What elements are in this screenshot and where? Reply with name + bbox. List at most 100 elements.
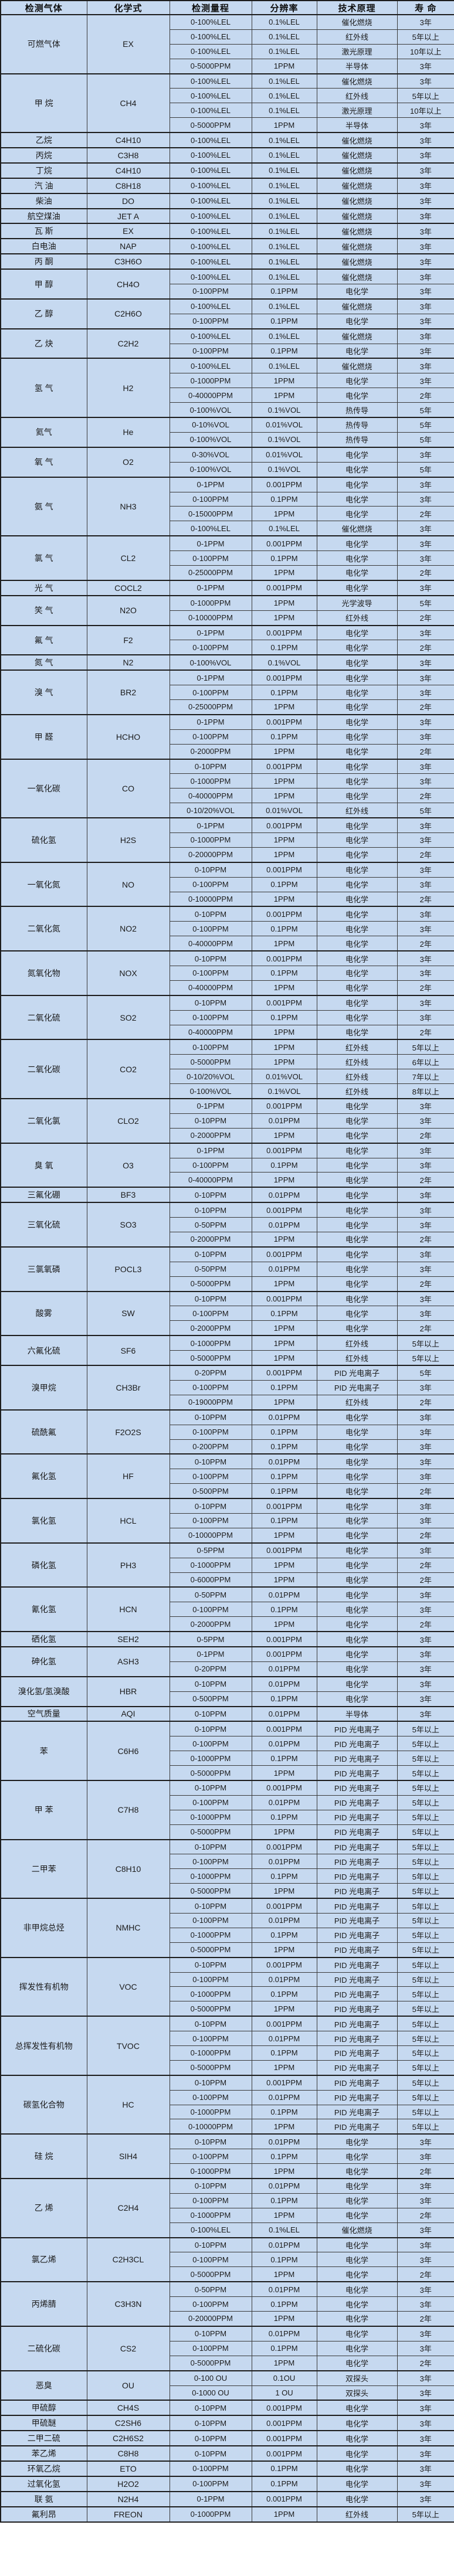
range-cell: 0-5PPM (169, 1542, 252, 1558)
resolution-cell: 0.01PPM (251, 1113, 317, 1129)
gas-name-cell: 氟利昂 (0, 2506, 87, 2523)
formula-cell: H2S (86, 817, 170, 863)
gas-name-cell: 恶臭 (0, 2370, 87, 2401)
table-row: 瓦 斯 EX 0-100%LEL 0.1%LEL 催化燃烧 3年 (0, 223, 454, 239)
range-cell: 0-1000PPM (169, 1927, 252, 1943)
table-row: 0-1000PPM 1PPM 电化学 3年 (1, 373, 454, 389)
principle-cell: 红外线 (316, 1054, 398, 1070)
range-cell: 0-100PPM (169, 966, 252, 981)
range-cell: 0-5000PPM (169, 2060, 252, 2076)
range-cell: 0-5000PPM (169, 1824, 252, 1840)
life-cell: 2年 (397, 699, 454, 715)
table-row: 0-100PPM 0.1PPM 电化学 3年 (1, 1513, 454, 1528)
life-cell: 5年以上 (397, 2001, 454, 2017)
formula-cell: EX (86, 14, 170, 74)
principle-cell: 催化燃烧 (316, 2222, 398, 2238)
life-cell: 5年以上 (397, 1942, 454, 1958)
table-row: 磷化氢 PH3 0-5PPM 0.001PPM 电化学 3年 (0, 1542, 454, 1588)
table-row: 0-5000PPM 1PPM 电化学 2年 (1, 2355, 454, 2371)
table-row: 氯 气 CL2 0-1PPM 0.001PPM 电化学 3年 (0, 535, 454, 581)
range-cell: 0-10%VOL (169, 417, 252, 433)
life-cell: 3年 (397, 876, 454, 892)
table-row: 白电油 NAP 0-100%LEL 0.1%LEL 催化燃烧 3年 (0, 238, 454, 254)
principle-cell: PID 光电离子 (316, 1809, 398, 1825)
table-row: 0-25000PPM 1PPM 电化学 2年 (1, 565, 454, 581)
range-cell: 0-50PPM (169, 1586, 252, 1603)
range-cell: 0-1PPM (169, 476, 252, 492)
life-cell: 2年 (397, 1557, 454, 1573)
resolution-cell: 0.1%LEL (251, 73, 317, 89)
principle-cell: PID 光电离子 (316, 1956, 398, 1973)
range-cell: 0-10PPM (169, 1409, 252, 1425)
formula-cell: C3H8 (86, 147, 170, 164)
table-row: 溴 气 BR2 0-1PPM 0.001PPM 电化学 3年 (0, 670, 454, 715)
life-cell: 3年 (397, 654, 454, 671)
gas-name-cell: 丁烷 (0, 162, 87, 179)
formula-cell: COCL2 (86, 579, 170, 596)
table-row: 0-50PPM 0.01PPM 电化学 3年 (1, 1261, 454, 1277)
principle-cell: 催化燃烧 (316, 238, 398, 254)
formula-cell: FREON (86, 2506, 170, 2523)
principle-cell: 电化学 (316, 535, 398, 552)
table-row: 0-5000PPM 1PPM 半导体 3年 (1, 58, 454, 74)
resolution-cell: 1PPM (251, 1054, 317, 1070)
range-cell: 0-100PPM (169, 2475, 252, 2492)
principle-cell: 电化学 (316, 966, 398, 981)
formula-cell: CH3Br (86, 1365, 170, 1411)
life-cell: 3年 (397, 2400, 454, 2416)
range-cell: 0-100%VOL (169, 1083, 252, 1099)
life-cell: 5年以上 (397, 2016, 454, 2032)
gas-name-cell: 磷化氢 (0, 1542, 87, 1588)
range-cell: 0-1000PPM (169, 1557, 252, 1573)
life-cell: 3年 (397, 1646, 454, 1662)
resolution-cell: 1PPM (251, 1557, 317, 1573)
gas-name-cell: 氰化氢 (0, 1586, 87, 1632)
formula-cell: SF6 (86, 1335, 170, 1366)
resolution-cell: 1PPM (251, 891, 317, 907)
resolution-cell: 0.1%LEL (251, 208, 317, 224)
principle-cell: 电化学 (316, 2430, 398, 2446)
principle-cell: 电化学 (316, 1290, 398, 1307)
table-row: 0-1000PPM 0.1PPM PID 光电离子 5年以上 (1, 2104, 454, 2120)
principle-cell: PID 光电离子 (316, 1721, 398, 1737)
resolution-cell: 1PPM (251, 2163, 317, 2179)
range-cell: 0-5000PPM (169, 1350, 252, 1366)
life-cell: 3年 (397, 1306, 454, 1321)
range-cell: 0-25000PPM (169, 699, 252, 715)
table-row: 甲 苯 C7H8 0-10PPM 0.001PPM PID 光电离子 5年以上 (0, 1779, 454, 1840)
principle-cell: 催化燃烧 (316, 253, 398, 270)
gas-name-cell: 硫酰氟 (0, 1409, 87, 1454)
table-row: 0-2000PPM 1PPM 电化学 2年 (1, 1127, 454, 1144)
table-row: 0-40000PPM 1PPM 电化学 2年 (1, 1172, 454, 1188)
life-cell: 6年以上 (397, 1054, 454, 1070)
range-cell: 0-10PPM (169, 2016, 252, 2032)
principle-cell: 催化燃烧 (316, 208, 398, 224)
formula-cell: TVOC (86, 2016, 170, 2076)
principle-cell: 催化燃烧 (316, 223, 398, 239)
principle-cell: PID 光电离子 (316, 1838, 398, 1855)
formula-cell: SEH2 (86, 1631, 170, 1647)
gas-name-cell: 丙烯腈 (0, 2281, 87, 2327)
resolution-cell: 1PPM (251, 1765, 317, 1781)
resolution-cell: 1PPM (251, 2355, 317, 2371)
resolution-cell: 0.01PPM (251, 1261, 317, 1277)
range-cell: 0-100PPM (169, 313, 252, 329)
range-cell: 0-100%LEL (169, 73, 252, 89)
table-row: 0-1000PPM 0.1PPM PID 光电离子 5年以上 (1, 1927, 454, 1943)
resolution-cell: 0.001PPM (251, 624, 317, 641)
principle-cell: 电化学 (316, 2490, 398, 2507)
principle-cell: 电化学 (316, 1113, 398, 1129)
principle-cell: PID 光电离子 (316, 2001, 398, 2017)
principle-cell: PID 光电离子 (316, 1736, 398, 1752)
table-row: 0-100PPM 0.01PPM PID 光电离子 5年以上 (1, 1913, 454, 1928)
life-cell: 5年以上 (397, 1838, 454, 1855)
life-cell: 5年以上 (397, 1765, 454, 1781)
principle-cell: 红外线 (316, 2506, 398, 2523)
table-row: 0-5000PPM 1PPM 红外线 6年以上 (1, 1054, 454, 1070)
table-row: 0-100PPM 0.1PPM 电化学 3年 (1, 1157, 454, 1173)
range-cell: 0-20000PPM (169, 847, 252, 863)
gas-name-cell: 甲硫醇 (0, 2400, 87, 2416)
principle-cell: 电化学 (316, 1320, 398, 1336)
table-row: 0-20000PPM 1PPM 电化学 2年 (1, 847, 454, 863)
principle-cell: 电化学 (316, 699, 398, 715)
